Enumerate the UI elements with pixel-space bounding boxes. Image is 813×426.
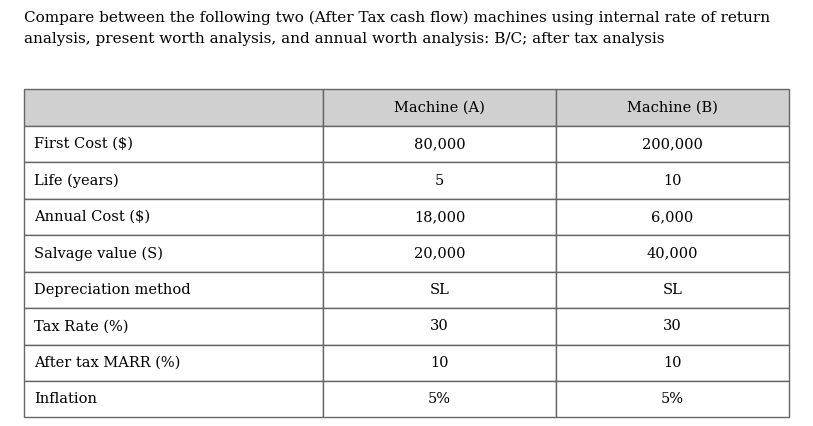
Text: 10: 10 <box>663 173 681 187</box>
FancyBboxPatch shape <box>324 345 556 381</box>
Text: After tax MARR (%): After tax MARR (%) <box>34 356 180 370</box>
FancyBboxPatch shape <box>24 345 324 381</box>
FancyBboxPatch shape <box>556 235 789 272</box>
FancyBboxPatch shape <box>556 272 789 308</box>
FancyBboxPatch shape <box>556 199 789 235</box>
Text: 30: 30 <box>430 320 449 334</box>
FancyBboxPatch shape <box>324 235 556 272</box>
Text: 6,000: 6,000 <box>651 210 693 224</box>
FancyBboxPatch shape <box>556 126 789 162</box>
FancyBboxPatch shape <box>324 381 556 417</box>
Text: Salvage value (S): Salvage value (S) <box>34 246 163 261</box>
Text: Machine (A): Machine (A) <box>394 101 485 115</box>
FancyBboxPatch shape <box>556 162 789 199</box>
FancyBboxPatch shape <box>24 199 324 235</box>
Text: 80,000: 80,000 <box>414 137 466 151</box>
Text: Compare between the following two (After Tax cash flow) machines using internal : Compare between the following two (After… <box>24 11 771 25</box>
FancyBboxPatch shape <box>24 381 324 417</box>
Text: Depreciation method: Depreciation method <box>34 283 191 297</box>
FancyBboxPatch shape <box>556 381 789 417</box>
Text: Annual Cost ($): Annual Cost ($) <box>34 210 150 224</box>
Text: 5%: 5% <box>661 392 684 406</box>
Text: First Cost ($): First Cost ($) <box>34 137 133 151</box>
FancyBboxPatch shape <box>24 126 324 162</box>
FancyBboxPatch shape <box>324 199 556 235</box>
Text: 200,000: 200,000 <box>642 137 702 151</box>
FancyBboxPatch shape <box>324 162 556 199</box>
FancyBboxPatch shape <box>24 272 324 308</box>
FancyBboxPatch shape <box>556 89 789 126</box>
Text: 5: 5 <box>435 173 445 187</box>
Text: 10: 10 <box>430 356 449 370</box>
Text: 18,000: 18,000 <box>414 210 465 224</box>
FancyBboxPatch shape <box>24 89 324 126</box>
FancyBboxPatch shape <box>24 162 324 199</box>
Text: SL: SL <box>663 283 682 297</box>
FancyBboxPatch shape <box>324 308 556 345</box>
FancyBboxPatch shape <box>556 308 789 345</box>
FancyBboxPatch shape <box>556 345 789 381</box>
FancyBboxPatch shape <box>324 89 556 126</box>
FancyBboxPatch shape <box>324 126 556 162</box>
Text: 30: 30 <box>663 320 681 334</box>
Text: Machine (B): Machine (B) <box>627 101 718 115</box>
Text: Inflation: Inflation <box>34 392 97 406</box>
Text: Tax Rate (%): Tax Rate (%) <box>34 320 128 334</box>
Text: SL: SL <box>430 283 450 297</box>
Text: 20,000: 20,000 <box>414 247 466 260</box>
Text: 5%: 5% <box>428 392 451 406</box>
FancyBboxPatch shape <box>24 235 324 272</box>
Text: 40,000: 40,000 <box>646 247 698 260</box>
Text: Life (years): Life (years) <box>34 173 119 188</box>
FancyBboxPatch shape <box>24 308 324 345</box>
Text: 10: 10 <box>663 356 681 370</box>
FancyBboxPatch shape <box>324 272 556 308</box>
Text: analysis, present worth analysis, and annual worth analysis: B/C; after tax anal: analysis, present worth analysis, and an… <box>24 32 665 46</box>
